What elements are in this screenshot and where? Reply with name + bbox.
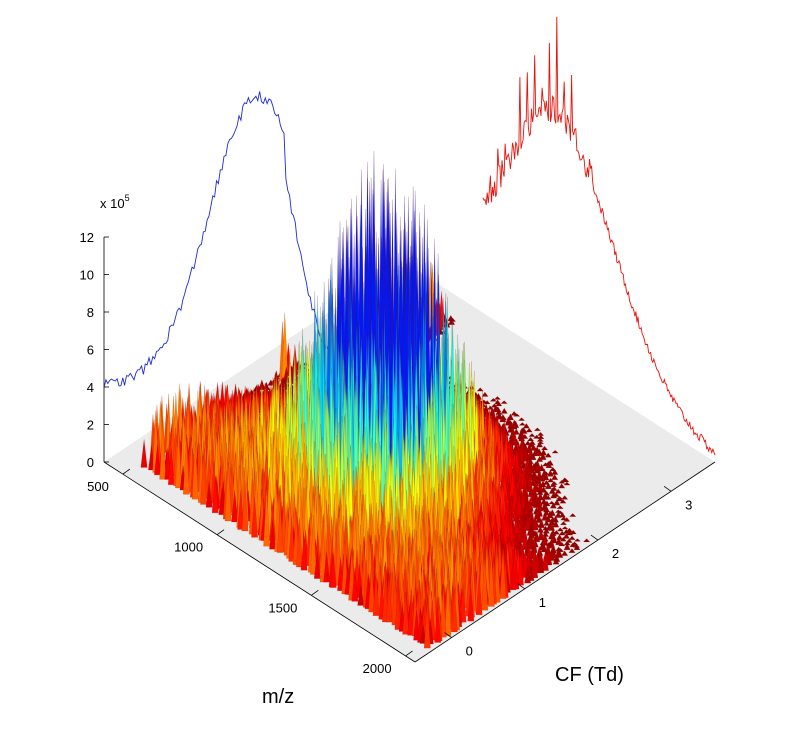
surface-spike: [481, 391, 489, 397]
surface-spike: [541, 445, 549, 451]
z-tick-label: 2: [87, 418, 94, 433]
surface-spike: [563, 481, 571, 486]
mz-tick-label: 2000: [363, 661, 392, 676]
surface-spike: [551, 449, 559, 454]
mz-axis-line: [103, 461, 416, 663]
surface-spike: [483, 400, 491, 405]
surface-spike: [167, 449, 175, 485]
cf-tick-label: 1: [539, 595, 546, 610]
surface-spike: [542, 472, 550, 481]
surface-spike: [140, 439, 148, 468]
cf-tick-label: 2: [612, 546, 619, 561]
surface-spike: [536, 441, 544, 448]
z-axis-multiplier: x 105: [100, 193, 130, 211]
surface-spike: [544, 482, 552, 490]
surface-spike: [551, 474, 559, 480]
cf-axis-line: [414, 461, 716, 663]
surface-spike: [558, 479, 566, 484]
surface-spike: [544, 495, 552, 500]
surface-spike: [533, 427, 541, 431]
surface-spike: [558, 483, 566, 489]
surface-spike: [500, 400, 508, 404]
surface-spike: [533, 434, 541, 439]
z-tick-label: 12: [80, 230, 94, 245]
surface-spike: [556, 496, 564, 502]
surface-spike: [489, 398, 497, 402]
mz-tick-label: 1500: [268, 600, 297, 615]
surface-spike: [500, 407, 508, 414]
surface-spike: [546, 469, 554, 477]
surface-spike: [547, 477, 555, 483]
surface-spike: [525, 427, 533, 433]
surface-spike: [528, 433, 536, 437]
cf-tick-label: 0: [466, 644, 473, 659]
cf-tick-label: 3: [685, 497, 692, 512]
z-tick-label: 4: [87, 380, 94, 395]
surface-spike: [154, 444, 161, 476]
z-axis-ticks: 0 2 4 6 8 10 12: [80, 230, 109, 470]
z-tick-label: 8: [87, 305, 94, 320]
surface-spike: [538, 473, 546, 482]
z-tick-label: 0: [87, 455, 94, 470]
surface-spike: [175, 427, 182, 489]
surface-spike: [544, 452, 552, 458]
surface-spike: [549, 481, 557, 488]
surface-spike: [282, 366, 290, 383]
surface-spike: [510, 431, 518, 446]
surface-spike: [539, 452, 547, 460]
surface-spike: [507, 413, 514, 421]
surface-spike: [513, 413, 521, 417]
surface-spike: [562, 478, 570, 483]
mz-tick-label: 500: [87, 479, 109, 494]
surface-spike: [548, 487, 556, 494]
surface-spike: [476, 387, 484, 392]
surface-spike: [529, 452, 537, 461]
surface-spike: [554, 488, 562, 494]
z-tick-label: 6: [87, 343, 94, 358]
mz-axis-title: m/z: [262, 686, 294, 708]
surface-spike: [542, 462, 550, 467]
surface-spike: [267, 379, 275, 386]
surface-spike: [518, 422, 526, 426]
surface-spike: [510, 419, 518, 430]
surface-spike: [545, 461, 553, 468]
surface-spike: [191, 441, 199, 500]
surface-spike: [493, 396, 502, 400]
surface-spike: [538, 463, 545, 472]
surface-spike: [495, 402, 503, 407]
surface-spike: [527, 437, 535, 442]
surface-spike: [536, 455, 544, 462]
cf-axis-title: CF (Td): [555, 664, 624, 686]
surface-spike: [159, 419, 167, 480]
surface-spike: [522, 423, 530, 429]
z-tick-label: 10: [80, 268, 94, 283]
cf-projection-line: [482, 16, 716, 456]
surface-spike: [499, 413, 507, 423]
surface-spike: [517, 417, 526, 421]
intensity-surface: [140, 150, 591, 649]
surface-spike: [550, 492, 558, 499]
surface-spike: [561, 495, 569, 500]
surface-spike: [448, 318, 456, 325]
surface-spike: [540, 486, 548, 493]
mz-tick-label: 1000: [174, 540, 203, 555]
surface-spike: [183, 437, 190, 495]
surface-spike: [532, 446, 539, 457]
